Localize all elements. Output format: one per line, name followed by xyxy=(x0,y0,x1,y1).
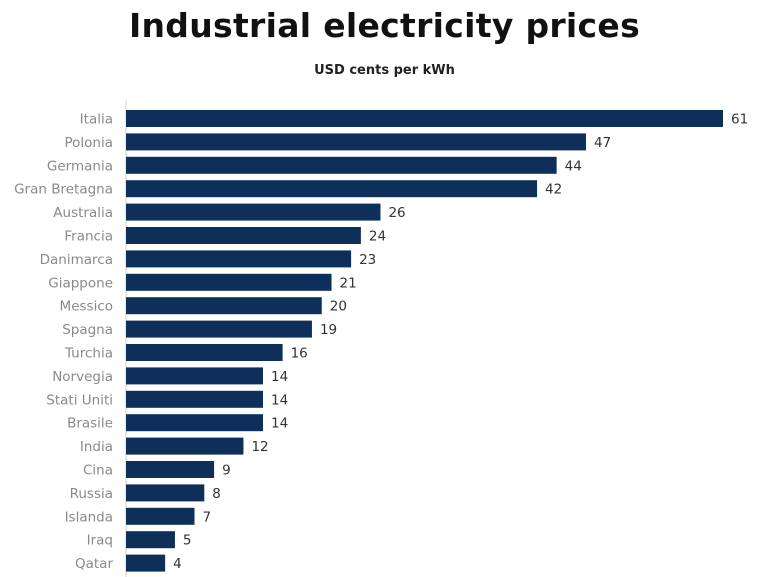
data-label: 7 xyxy=(203,509,212,525)
bar xyxy=(126,110,723,127)
bar xyxy=(126,554,166,572)
bar xyxy=(126,531,175,549)
data-label: 47 xyxy=(594,135,611,151)
bar xyxy=(126,344,283,361)
category-label: Qatar xyxy=(75,556,113,572)
category-label: Danimarca xyxy=(40,252,113,268)
data-label: 12 xyxy=(251,439,268,455)
data-label: 23 xyxy=(359,252,376,268)
bar xyxy=(126,156,557,174)
bar xyxy=(126,203,381,221)
data-label: 14 xyxy=(271,369,288,385)
category-label: Australia xyxy=(53,205,113,221)
data-label: 9 xyxy=(222,463,231,479)
bar xyxy=(126,367,264,385)
data-label: 44 xyxy=(565,158,582,174)
chart-subtitle: USD cents per kWh xyxy=(314,63,455,78)
category-label: Italia xyxy=(80,112,113,128)
category-label: Iraq xyxy=(87,533,113,549)
data-label: 20 xyxy=(330,299,347,315)
category-label: Gran Bretagna xyxy=(14,182,113,198)
data-label: 16 xyxy=(291,346,308,362)
bar xyxy=(126,507,195,525)
data-label: 42 xyxy=(545,182,562,198)
bar xyxy=(126,227,361,244)
bar xyxy=(126,320,312,338)
bar xyxy=(126,484,205,502)
category-label: Giappone xyxy=(48,275,113,291)
category-label: Messico xyxy=(60,299,113,315)
data-label: 14 xyxy=(271,416,288,432)
bar xyxy=(126,437,244,455)
category-label: Polonia xyxy=(64,135,113,151)
category-label: Russia xyxy=(70,486,113,502)
bar xyxy=(126,461,215,478)
category-label: Norvegia xyxy=(52,369,113,385)
bar xyxy=(126,133,586,151)
bar xyxy=(126,273,332,291)
data-label: 8 xyxy=(212,486,221,502)
data-label: 21 xyxy=(340,275,357,291)
bar xyxy=(126,297,322,315)
bar xyxy=(126,250,352,268)
category-label: Cina xyxy=(83,463,113,479)
data-label: 4 xyxy=(173,556,182,572)
bar xyxy=(126,414,264,432)
category-label: Francia xyxy=(64,229,113,245)
category-label: Turchia xyxy=(64,346,113,362)
data-label: 61 xyxy=(731,112,748,128)
data-label: 24 xyxy=(369,229,386,245)
data-label: 19 xyxy=(320,322,337,338)
category-label: Stati Uniti xyxy=(46,392,113,408)
category-label: Germania xyxy=(47,158,113,174)
category-label: Islanda xyxy=(65,509,113,525)
category-label: India xyxy=(80,439,113,455)
data-label: 5 xyxy=(183,533,192,549)
data-label: 14 xyxy=(271,392,288,408)
chart-title: Industrial electricity prices xyxy=(128,6,641,45)
data-label: 26 xyxy=(388,205,405,221)
bar xyxy=(126,180,538,198)
category-label: Brasile xyxy=(67,416,113,432)
bar xyxy=(126,390,264,408)
category-label: Spagna xyxy=(62,322,113,338)
